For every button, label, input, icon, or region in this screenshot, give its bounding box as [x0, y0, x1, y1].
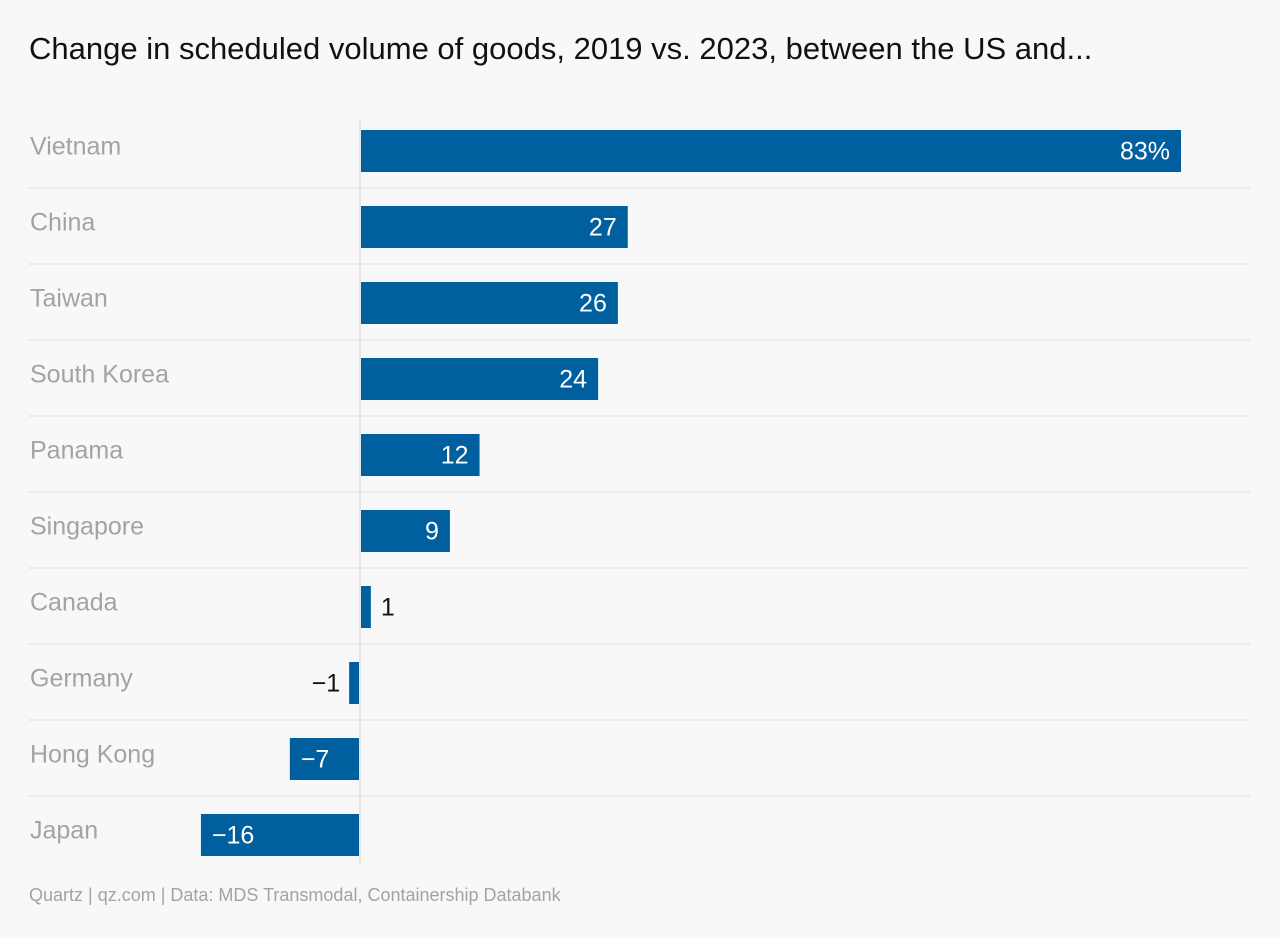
value-label: 26	[579, 290, 607, 318]
bar	[361, 130, 1181, 172]
value-label: 24	[559, 366, 587, 394]
category-label: Vietnam	[30, 133, 121, 161]
category-label: Taiwan	[30, 285, 108, 313]
value-label: 83%	[1120, 138, 1170, 166]
category-label: South Korea	[30, 361, 169, 389]
category-label: Germany	[30, 665, 133, 693]
category-label: Japan	[30, 817, 98, 845]
bar	[361, 206, 628, 248]
bar	[361, 282, 618, 324]
category-label: China	[30, 209, 95, 237]
bar	[361, 510, 450, 552]
value-label: 1	[381, 594, 395, 622]
category-label: Panama	[30, 437, 123, 465]
bar	[361, 358, 599, 400]
value-label: 9	[425, 518, 439, 546]
source-note: Quartz | qz.com | Data: MDS Transmodal, …	[29, 885, 561, 905]
value-label: −1	[312, 670, 341, 698]
bar	[361, 586, 371, 628]
bar	[361, 434, 480, 476]
category-label: Canada	[30, 589, 118, 617]
chart-title: Change in scheduled volume of goods, 201…	[29, 31, 1093, 66]
bar	[349, 662, 359, 704]
value-label: 27	[589, 214, 617, 242]
value-label: −16	[212, 822, 254, 850]
value-label: 12	[441, 442, 469, 470]
category-label: Singapore	[30, 513, 144, 541]
bar	[200, 814, 359, 856]
bar	[289, 738, 359, 780]
category-label: Hong Kong	[30, 741, 155, 769]
value-label: −7	[301, 746, 330, 774]
